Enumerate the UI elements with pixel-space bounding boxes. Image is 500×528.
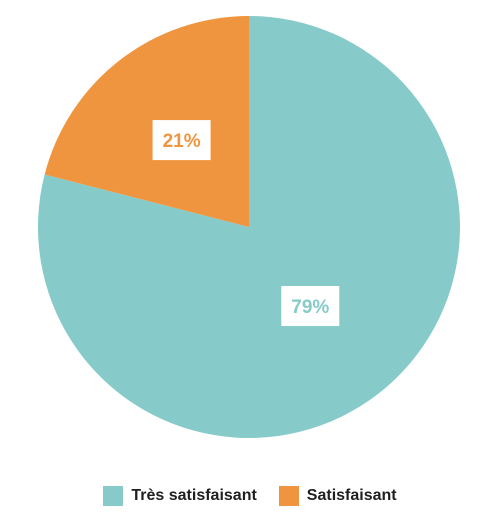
slice-label-text-tres-satisfaisant: 79% [291,297,329,318]
pie-slice-satisfaisant [44,16,249,227]
legend: Très satisfaisant Satisfaisant [0,486,500,506]
pie-chart: 79% 21% [38,16,460,438]
legend-label-satisfaisant: Satisfaisant [306,487,397,504]
slice-label-satisfaisant: 21% [152,120,211,161]
legend-item-tres-satisfaisant: Très satisfaisant [103,486,257,506]
legend-swatch-satisfaisant [278,486,299,506]
slice-label-box-tres-satisfaisant [281,286,340,327]
legend-item-satisfaisant: Satisfaisant [278,486,397,506]
legend-label-tres-satisfaisant: Très satisfaisant [131,487,257,504]
legend-swatch-tres-satisfaisant [103,486,124,506]
slice-label-tres-satisfaisant: 79% [281,286,340,327]
slice-label-text-satisfaisant: 21% [163,131,201,152]
slice-label-box-satisfaisant [152,120,211,161]
